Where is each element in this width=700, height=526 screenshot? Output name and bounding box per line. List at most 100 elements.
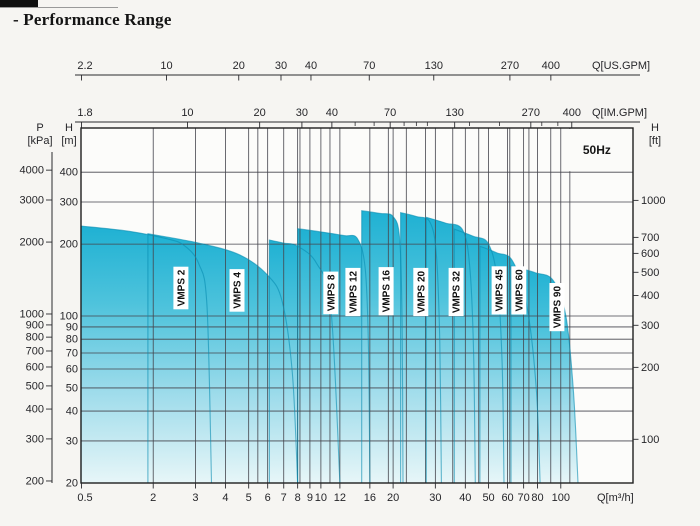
axis-header-ft: [ft] xyxy=(649,135,661,147)
tick-label-m: 50 xyxy=(66,382,78,394)
pump-label-vmps-12: VMPS 12 xyxy=(345,267,361,317)
tick-label-im: 10 xyxy=(181,107,193,119)
pump-label-vmps-90: VMPS 90 xyxy=(549,283,565,332)
tick-label-us: 70 xyxy=(363,60,375,72)
tick-label-m: 80 xyxy=(66,334,78,346)
tick-label-m3h: 8 xyxy=(295,492,301,504)
pump-outline-vmps-20 xyxy=(400,211,442,484)
tick-label-m3h: 12 xyxy=(334,492,346,504)
tick-label-m3h: 4 xyxy=(222,492,228,504)
tick-label-m: 90 xyxy=(66,321,78,333)
tick-label-im: 270 xyxy=(522,107,540,119)
axis-kpa xyxy=(46,152,53,483)
pump-label-text: VMPS 8 xyxy=(326,274,337,311)
frequency-cell xyxy=(561,129,632,172)
pump-label-box xyxy=(173,266,189,310)
axis-header-h-left: H xyxy=(65,122,73,134)
pump-label-vmps-45: VMPS 45 xyxy=(491,266,507,315)
tick-label-ft: 200 xyxy=(641,362,659,374)
pump-outline-vmps-16 xyxy=(361,210,404,484)
axis-m3h xyxy=(81,483,562,489)
pump-outline-vmps-32 xyxy=(425,216,476,484)
pump-label-vmps-8: VMPS 8 xyxy=(323,271,339,315)
tick-label-m3h: 70 xyxy=(518,492,530,504)
page-title: - Performance Range xyxy=(13,10,172,29)
tick-label-us: 30 xyxy=(275,60,287,72)
tick-label-m: 200 xyxy=(60,239,78,251)
axis-ft xyxy=(633,199,639,440)
tick-label-m: 60 xyxy=(66,364,78,376)
tick-label-kpa: 700 xyxy=(26,345,44,357)
top-left-mark xyxy=(0,0,38,7)
tick-label-m3h: 9 xyxy=(307,492,313,504)
pump-label-text: VMPS 4 xyxy=(233,272,244,309)
tick-label-kpa: 600 xyxy=(26,361,44,373)
pump-label-box xyxy=(549,283,565,332)
pump-outline-vmps-12 xyxy=(297,228,371,484)
tick-label-us: 400 xyxy=(542,60,560,72)
pump-label-text: VMPS 90 xyxy=(553,286,564,329)
axis-header-m: [m] xyxy=(61,135,76,147)
pump-outline-vmps-2 xyxy=(80,225,213,484)
tick-label-m3h: 50 xyxy=(482,492,494,504)
pump-label-vmps-60: VMPS 60 xyxy=(511,266,527,315)
tick-label-im: 30 xyxy=(296,107,308,119)
pump-label-text: VMPS 16 xyxy=(382,270,393,313)
pump-label-box xyxy=(378,267,394,316)
axis-header-h-right: H xyxy=(651,122,659,134)
tick-label-kpa: 2000 xyxy=(20,237,44,249)
tick-label-m3h: 2 xyxy=(150,492,156,504)
tick-label-m3h: 100 xyxy=(552,492,570,504)
pump-label-box xyxy=(229,269,245,312)
tick-label-m: 70 xyxy=(66,348,78,360)
tick-label-m3h: 7 xyxy=(281,492,287,504)
pump-label-box xyxy=(413,267,429,317)
pump-label-vmps-16: VMPS 16 xyxy=(378,267,394,316)
tick-label-kpa: 300 xyxy=(26,433,44,445)
pump-label-vmps-20: VMPS 20 xyxy=(413,267,429,317)
tick-label-ft: 700 xyxy=(641,232,659,244)
tick-label-kpa: 200 xyxy=(26,475,44,487)
tick-label-im: 20 xyxy=(254,107,266,119)
tick-label-ft: 400 xyxy=(641,290,659,302)
tick-label-kpa: 3000 xyxy=(20,194,44,206)
tick-label-m: 400 xyxy=(60,167,78,179)
pump-label-box xyxy=(448,267,464,317)
tick-label-us: 20 xyxy=(233,60,245,72)
pump-label-box xyxy=(323,271,339,315)
tick-label-im: 1.8 xyxy=(77,107,92,119)
pump-label-vmps-4: VMPS 4 xyxy=(229,269,245,312)
axis-us-gpm xyxy=(75,74,640,81)
frequency-label: 50Hz xyxy=(583,143,611,157)
tick-label-us: 2.2 xyxy=(77,60,92,72)
axis-unit-im: Q[IM.GPM] xyxy=(592,107,647,119)
pump-label-vmps-2: VMPS 2 xyxy=(173,266,189,310)
pump-outline-vmps-8 xyxy=(268,239,341,484)
pump-label-vmps-32: VMPS 32 xyxy=(448,267,464,317)
pump-label-text: VMPS 32 xyxy=(452,270,463,313)
axis-unit-m3h: Q[m³/h] xyxy=(597,492,634,504)
tick-label-m: 30 xyxy=(66,435,78,447)
pump-label-text: VMPS 12 xyxy=(349,270,360,313)
tick-label-m3h: 40 xyxy=(459,492,471,504)
tick-label-m: 100 xyxy=(60,311,78,323)
tick-label-ft: 500 xyxy=(641,267,659,279)
tick-label-m3h: 16 xyxy=(364,492,376,504)
tick-label-im: 40 xyxy=(326,107,338,119)
tick-label-kpa: 800 xyxy=(26,332,44,344)
tick-label-kpa: 4000 xyxy=(20,165,44,177)
axis-unit-us: Q[US.GPM] xyxy=(592,60,650,72)
tick-label-us: 40 xyxy=(305,60,317,72)
tick-label-us: 10 xyxy=(160,60,172,72)
tick-label-us: 270 xyxy=(501,60,519,72)
tick-label-kpa: 1000 xyxy=(20,308,44,320)
tick-label-m3h: 80 xyxy=(531,492,543,504)
tick-label-m3h: 60 xyxy=(501,492,513,504)
pump-label-box xyxy=(345,267,361,317)
axis-header-p: P xyxy=(36,122,43,134)
pump-label-text: VMPS 45 xyxy=(495,269,506,312)
pump-label-text: VMPS 20 xyxy=(416,270,427,313)
tick-label-im: 130 xyxy=(445,107,463,119)
